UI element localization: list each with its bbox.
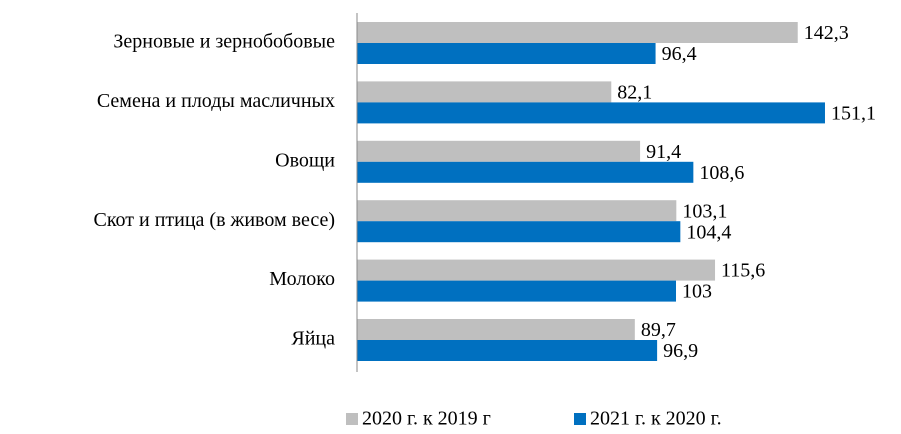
legend-label: 2021 г. к 2020 г. <box>590 408 722 430</box>
category-label: Овощи <box>275 149 335 171</box>
value-label: 142,3 <box>804 22 849 44</box>
value-label: 96,9 <box>663 340 698 362</box>
bar <box>357 22 798 43</box>
category-label: Семена и плоды масличных <box>97 90 335 112</box>
category-label: Зерновые и зернобобовые <box>113 31 335 53</box>
legend-label: 2020 г. к 2019 г <box>362 408 491 430</box>
bar <box>357 200 677 222</box>
value-label: 108,6 <box>699 162 744 184</box>
value-label: 151,1 <box>831 102 876 124</box>
value-label: 82,1 <box>617 81 652 103</box>
value-label: 96,4 <box>662 43 697 65</box>
category-label: Яйца <box>291 328 335 350</box>
bar <box>357 161 694 183</box>
bar <box>357 140 641 162</box>
category-label: Скот и птица (в живом весе) <box>93 209 335 231</box>
bar <box>357 81 612 103</box>
value-label: 103 <box>682 281 712 303</box>
bar <box>357 221 681 243</box>
bar <box>357 102 825 124</box>
category-label: Молоко <box>269 268 335 290</box>
value-label: 103,1 <box>682 200 727 222</box>
bar <box>357 319 635 340</box>
value-label: 91,4 <box>646 141 681 163</box>
value-label: 104,4 <box>686 221 731 243</box>
bar <box>357 340 658 361</box>
bar <box>357 43 656 64</box>
bar <box>357 259 716 281</box>
bar <box>357 280 677 302</box>
legend-swatch <box>574 413 586 425</box>
legend-swatch <box>346 413 358 425</box>
value-label: 89,7 <box>641 319 676 341</box>
value-label: 115,6 <box>721 260 765 282</box>
